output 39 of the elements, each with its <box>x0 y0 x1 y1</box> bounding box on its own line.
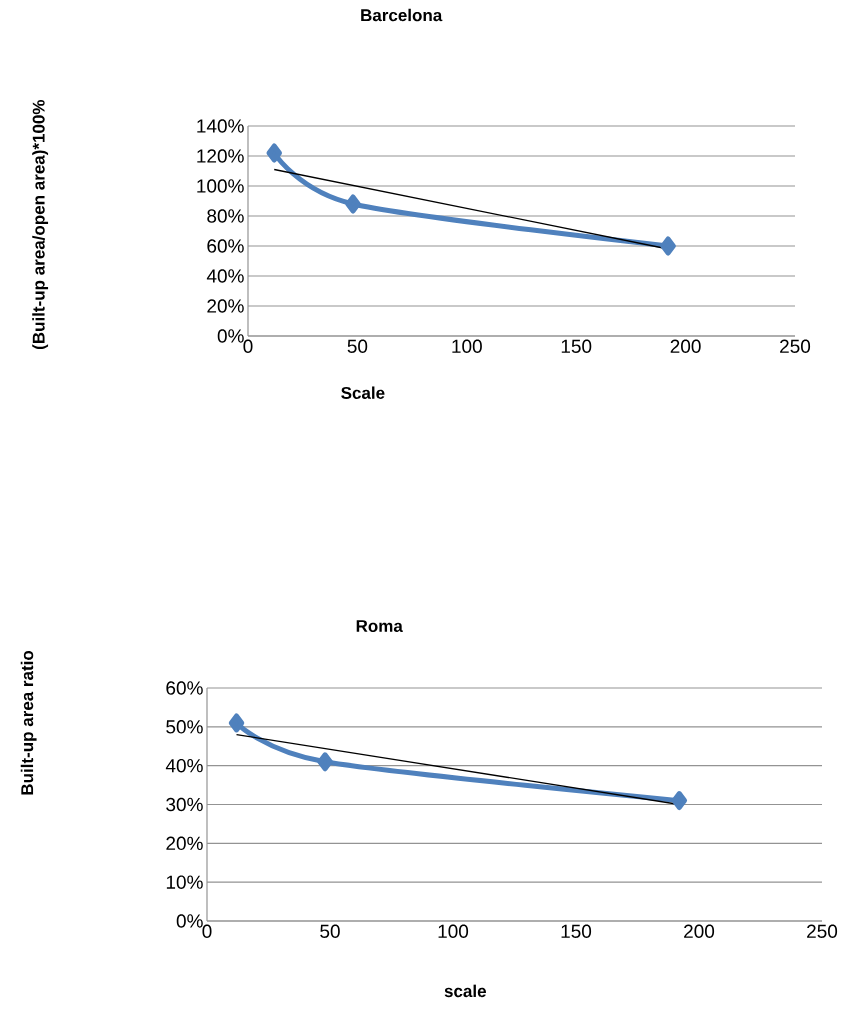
x-tick-label: 50 <box>347 339 368 353</box>
y-tick-label: 40% <box>206 269 244 283</box>
y-tick-label: 10% <box>166 875 203 889</box>
x-tick-label: 250 <box>807 924 838 938</box>
x-tick-label: 50 <box>320 924 340 938</box>
x-tick-label: 0 <box>243 339 253 353</box>
y-axis-title: (Built-up area/open area)*100% <box>32 100 49 350</box>
point <box>317 752 333 772</box>
x-tick-label: 150 <box>561 924 592 938</box>
y-tick-label: 40% <box>165 758 203 773</box>
point <box>345 194 361 214</box>
y-tick-label: 100% <box>197 179 244 193</box>
x-tick-label: 200 <box>670 339 701 353</box>
x-tick-label: 250 <box>780 339 811 353</box>
point <box>671 791 688 811</box>
y-tick-label: 0% <box>176 914 203 928</box>
x-tick-label: 0 <box>202 924 212 938</box>
y-tick-label: 20% <box>207 299 244 313</box>
x-tick-label: 200 <box>684 924 715 938</box>
x-tick-label: 100 <box>438 924 469 938</box>
point <box>266 143 282 163</box>
y-tick-label: 120% <box>197 149 244 163</box>
x-tick-label: 150 <box>561 339 592 353</box>
point <box>228 713 245 733</box>
y-tick-label: 50% <box>166 720 203 734</box>
chart-title: Roma <box>356 620 403 633</box>
x-axis-title: Scale <box>341 386 385 399</box>
y-tick-label: 0% <box>217 329 244 343</box>
point <box>660 236 676 256</box>
x-axis-title: scale <box>444 984 486 998</box>
y-tick-label: 140% <box>197 119 244 133</box>
y-tick-label: 30% <box>166 797 203 812</box>
x-tick-label: 100 <box>452 339 482 353</box>
y-tick-label: 20% <box>166 836 203 851</box>
chart-title: Barcelona <box>361 8 443 22</box>
y-tick-label: 80% <box>207 209 244 223</box>
y-tick-label: 60% <box>166 681 203 695</box>
y-tick-label: 60% <box>207 239 244 253</box>
y-axis-title: Built-up area ratio <box>20 650 37 795</box>
